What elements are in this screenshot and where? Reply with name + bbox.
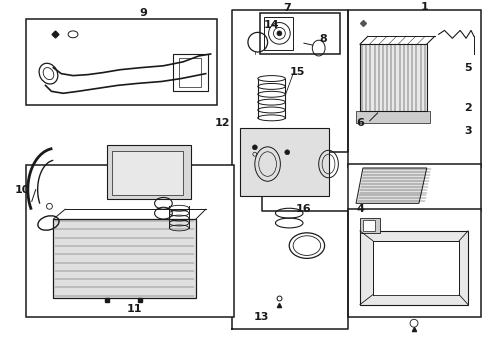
- Bar: [363, 220, 375, 231]
- Text: 5: 5: [464, 63, 472, 73]
- Bar: [240, 128, 328, 197]
- Bar: [173, 54, 208, 91]
- Bar: [53, 219, 196, 298]
- Bar: [348, 209, 481, 317]
- Circle shape: [277, 31, 282, 36]
- Bar: [373, 241, 459, 295]
- Text: 3: 3: [464, 126, 472, 136]
- Text: 4: 4: [356, 204, 364, 214]
- Bar: [112, 151, 183, 194]
- Bar: [348, 10, 481, 167]
- Text: 7: 7: [283, 3, 291, 13]
- Bar: [26, 165, 234, 317]
- Bar: [260, 13, 341, 54]
- Bar: [264, 17, 293, 50]
- Bar: [348, 164, 481, 211]
- Bar: [26, 19, 218, 105]
- Bar: [360, 44, 427, 111]
- Bar: [360, 218, 380, 233]
- Bar: [179, 58, 201, 87]
- Text: 15: 15: [290, 67, 305, 77]
- Circle shape: [285, 150, 290, 155]
- Polygon shape: [356, 168, 427, 203]
- Text: 10: 10: [14, 185, 29, 195]
- Text: 11: 11: [126, 305, 142, 315]
- Text: 8: 8: [320, 34, 327, 44]
- Text: 6: 6: [356, 118, 364, 128]
- Bar: [360, 231, 468, 305]
- Text: 13: 13: [254, 312, 270, 322]
- Text: 1: 1: [421, 2, 429, 12]
- Text: 12: 12: [215, 118, 230, 128]
- Bar: [356, 111, 430, 123]
- Bar: [107, 145, 191, 199]
- Circle shape: [252, 145, 257, 150]
- Text: 2: 2: [464, 103, 472, 113]
- Text: 16: 16: [296, 204, 312, 214]
- Text: 9: 9: [140, 8, 147, 18]
- Text: 14: 14: [264, 19, 279, 30]
